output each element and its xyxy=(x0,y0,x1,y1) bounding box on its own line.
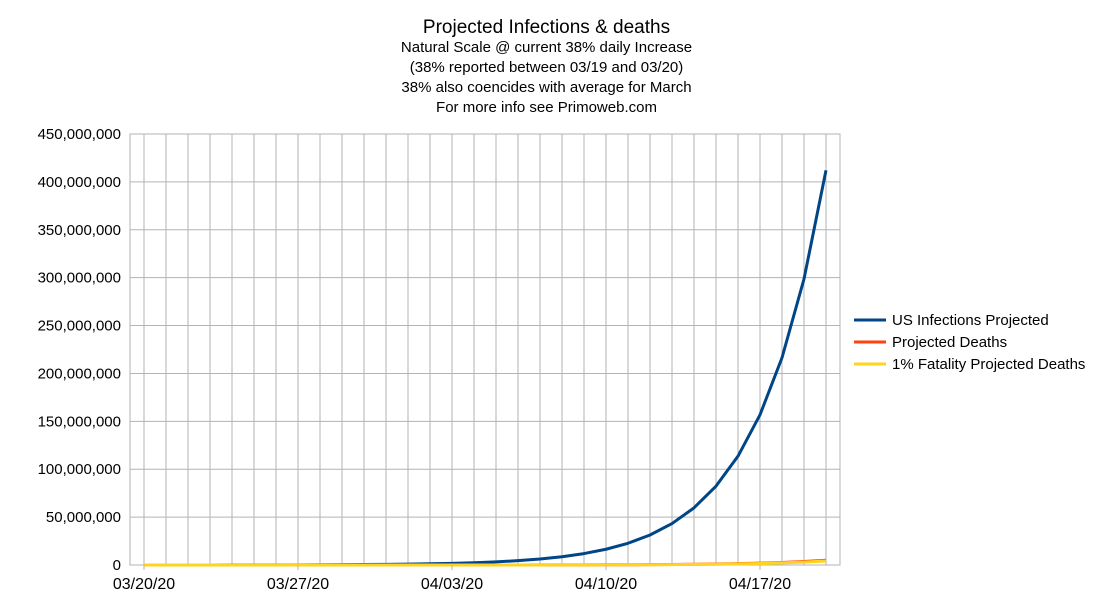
x-tick-label: 04/10/20 xyxy=(575,576,637,593)
chart-title: Projected Infections & deaths xyxy=(422,17,671,38)
legend-label-3: 1% Fatality Projected Deaths xyxy=(892,356,1085,373)
x-tick-label: 04/03/20 xyxy=(421,576,483,593)
y-tick-label: 250,000,000 xyxy=(38,318,121,335)
x-tick-label: 03/20/20 xyxy=(113,576,175,593)
series-line-3 xyxy=(144,559,827,567)
y-tick-label: 0 xyxy=(113,557,121,574)
y-tick-label: 350,000,000 xyxy=(38,222,121,239)
chart-subtitle-line-4: For more info see Primoweb.com xyxy=(436,99,657,116)
plot-frame xyxy=(129,133,841,566)
series-lines xyxy=(143,170,828,567)
axes: 0 50,000,000 100,000,000 150,000,000 200,000… xyxy=(38,126,792,593)
y-tick-label: 150,000,000 xyxy=(38,413,121,430)
y-tick-label: 300,000,000 xyxy=(38,270,121,287)
x-tick-label: 03/27/20 xyxy=(267,576,329,593)
y-tick-label: 400,000,000 xyxy=(38,174,121,191)
y-tick-label: 100,000,000 xyxy=(38,461,121,478)
legend: US Infections Projected Projected Deaths 1… xyxy=(854,312,1085,373)
x-tick-label: 04/17/20 xyxy=(729,576,791,593)
chart-subtitle-line-2: (38% reported between 03/19 and 03/20) xyxy=(409,59,684,76)
legend-label-2: Projected Deaths xyxy=(892,334,1007,351)
y-tick-label: 200,000,000 xyxy=(38,365,121,382)
chart-subtitle-line-1: Natural Scale @ current 38% daily Increa… xyxy=(400,39,693,56)
legend-label-1: US Infections Projected xyxy=(892,312,1049,329)
y-tick-label: 50,000,000 xyxy=(46,509,121,526)
chart-subtitle-line-3: 38% also coencides with average for Marc… xyxy=(401,79,692,96)
y-tick-label: 450,000,000 xyxy=(38,126,121,143)
grid-lines xyxy=(129,133,841,566)
